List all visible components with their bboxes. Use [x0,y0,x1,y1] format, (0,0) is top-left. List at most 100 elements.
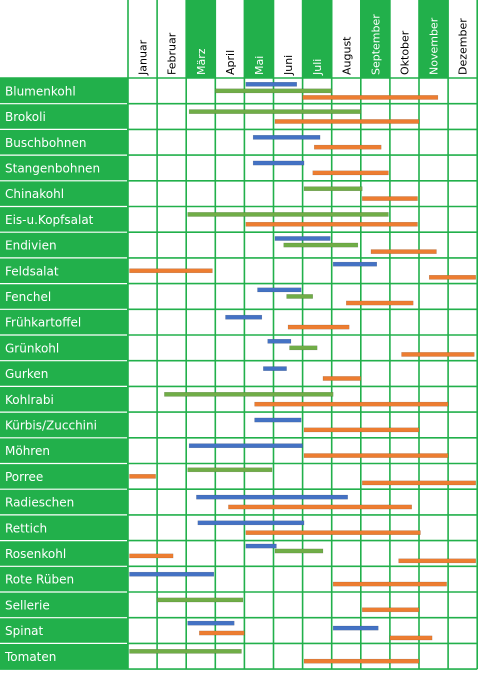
bar-orange [398,558,476,564]
bar-orange [302,95,439,100]
row-label: Tomaten [4,650,56,664]
row-label-column [0,78,128,670]
month-header-cell [419,0,449,78]
bar-orange [129,268,213,274]
bar-green [289,345,318,351]
bar-blue [254,417,302,423]
month-label: Februar [166,32,179,75]
bar-green [187,467,273,473]
month-label: März [195,48,208,75]
bar-green [129,649,242,654]
row-label: Fenchel [5,290,51,304]
bar-blue [252,135,321,140]
bar-blue [187,620,235,626]
bar-green [188,109,362,114]
bar-green [274,548,324,554]
row-label: Kohlrabi [5,393,54,407]
month-header-cell [157,0,187,78]
row-label: Radieschen [5,496,74,510]
row-label: Gurken [5,367,48,381]
bar-blue [245,81,297,87]
row-label: Kürbis/Zucchini [5,418,97,432]
month-header-cell [273,0,303,78]
month-label: Juli [311,59,324,76]
bar-orange [303,658,420,664]
row-label: Spinat [5,624,44,638]
bar-orange [362,480,476,486]
month-header-cell [128,0,158,78]
bar-orange [346,300,414,306]
bar-orange [362,196,418,201]
bar-blue [263,366,287,371]
row-label: Rosenkohl [5,547,66,561]
bar-green [156,597,244,603]
month-header-cell [448,0,478,78]
bar-orange [254,401,449,407]
bar-blue [196,494,348,500]
bar-green [303,186,363,192]
bar-orange [274,119,420,124]
bar-blue [188,443,303,449]
row-label: Frühkartoffel [5,316,81,330]
bar-green [215,88,332,94]
bar-orange [389,635,433,641]
bar-blue [225,314,263,320]
month-header-cell [331,0,361,78]
month-header-cell [302,0,332,78]
bar-green [283,242,359,248]
row-label: Stangenbohnen [5,161,100,175]
row-label: Porree [5,470,43,484]
bar-blue [257,287,302,293]
bar-blue [245,543,277,549]
row-label: Endivien [5,239,57,253]
bar-orange [228,504,412,510]
month-label: Mai [253,56,266,75]
bar-orange [370,249,437,254]
bar-blue [129,571,215,577]
row-label: Eis-u.Kopfsalat [5,213,94,227]
row-label: Sellerie [5,598,50,612]
bar-blue [197,520,305,526]
bar-orange [129,474,156,479]
bar-blue [267,338,292,344]
month-label: August [340,36,353,75]
bar-orange [287,324,350,330]
bar-orange [428,275,476,280]
text-layer: Blumenkohl Brokoli Buschbohnen Stangenbohne… [4,14,470,664]
bar-blue [332,625,379,631]
month-header-cell [186,0,216,78]
month-label: Oktober [398,30,411,75]
row-label: Chinakohl [5,187,64,201]
bar-orange [199,630,245,636]
month-header-cell [215,0,245,78]
bar-blue [252,160,305,166]
bars-layer [129,81,476,664]
bar-orange [245,530,421,535]
month-label: November [428,17,441,75]
bar-orange [362,607,420,613]
month-label: September [369,14,382,75]
bar-orange [332,581,447,587]
month-header-cell [389,0,419,78]
bar-green [187,212,389,217]
month-label: Juni [282,55,295,76]
row-label: Möhren [5,444,50,458]
row-label: Brokoli [5,110,46,124]
bar-orange [303,453,449,458]
month-header-cell [360,0,390,78]
month-label: Dezember [457,18,470,75]
bar-blue [274,236,331,241]
month-header-cell [244,0,274,78]
row-label: Rettich [5,521,47,535]
row-label: Blumenkohl [5,84,76,98]
bar-orange [314,144,382,150]
bar-orange [312,170,389,176]
row-label: Grünkohl [5,341,59,355]
month-label: Januar [137,39,150,76]
row-label: Rote Rüben [5,573,74,587]
bar-orange [245,221,418,227]
bar-blue [332,261,378,267]
bar-orange [303,427,420,433]
